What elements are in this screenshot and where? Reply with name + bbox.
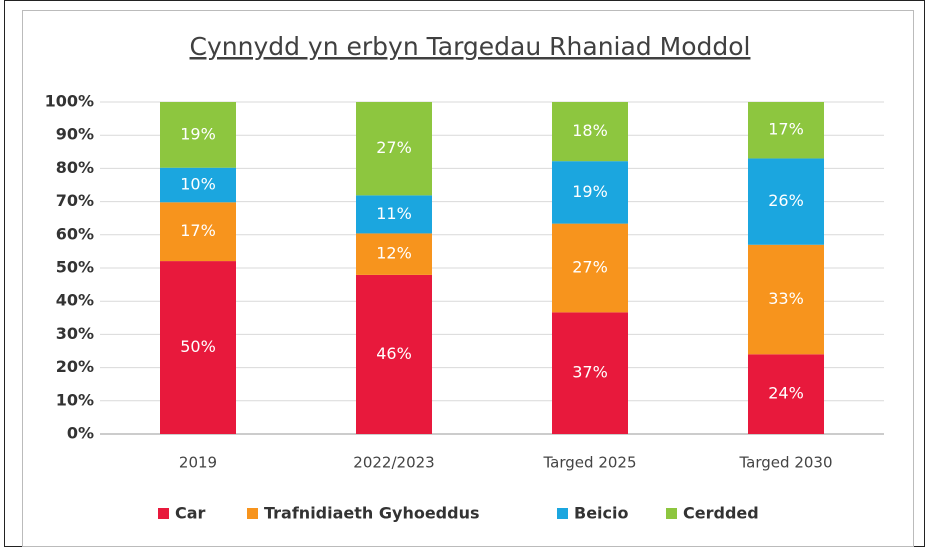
x-tick-label: Targed 2025 xyxy=(543,454,637,472)
data-label: 11% xyxy=(376,204,412,223)
y-tick-label: 10% xyxy=(56,390,94,409)
data-label: 10% xyxy=(180,175,216,194)
y-tick-label: 70% xyxy=(56,191,94,210)
data-label: 37% xyxy=(572,363,608,382)
y-tick-label: 80% xyxy=(56,158,94,177)
bar-segment xyxy=(160,261,236,434)
legend-label: Trafnidiaeth Gyhoeddus xyxy=(264,504,480,523)
legend-label: Cerdded xyxy=(683,504,759,523)
data-label: 18% xyxy=(572,121,608,140)
data-label: 26% xyxy=(768,191,804,210)
data-label: 24% xyxy=(768,384,804,403)
legend-label: Car xyxy=(175,504,206,523)
x-tick-label: 2019 xyxy=(179,454,217,472)
data-label: 12% xyxy=(376,244,412,263)
legend-swatch xyxy=(158,508,169,519)
bar-segment xyxy=(356,233,432,275)
y-tick-label: 60% xyxy=(56,224,94,243)
bar-segment xyxy=(748,102,824,159)
x-tick-label: Targed 2030 xyxy=(739,454,833,472)
bar-segment xyxy=(748,158,824,245)
chart-title: Cynnydd yn erbyn Targedau Rhaniad Moddol xyxy=(190,32,751,61)
data-label: 27% xyxy=(376,138,412,157)
data-label: 50% xyxy=(180,337,216,356)
bar-segment xyxy=(748,244,824,355)
y-tick-label: 50% xyxy=(56,258,94,277)
legend-swatch xyxy=(247,508,258,519)
y-tick-label: 90% xyxy=(56,125,94,144)
y-tick-label: 0% xyxy=(67,424,94,443)
bar-segment xyxy=(160,167,236,203)
x-tick-label: 2022/2023 xyxy=(353,454,434,472)
bar-segment xyxy=(160,102,236,168)
data-label: 19% xyxy=(572,182,608,201)
bar-segment xyxy=(552,223,628,313)
bar-segment xyxy=(552,102,628,162)
data-label: 17% xyxy=(768,120,804,139)
bar-segment xyxy=(552,312,628,434)
bar-segment xyxy=(552,161,628,224)
data-label: 19% xyxy=(180,124,216,143)
legend-label: Beicio xyxy=(574,504,629,523)
bar-segment xyxy=(356,195,432,234)
bar-segment xyxy=(160,202,236,262)
y-tick-label: 40% xyxy=(56,291,94,310)
y-tick-label: 30% xyxy=(56,324,94,343)
data-label: 33% xyxy=(768,289,804,308)
y-tick-label: 100% xyxy=(45,92,94,111)
bar-segment xyxy=(356,102,432,196)
data-label: 27% xyxy=(572,258,608,277)
bar-segment xyxy=(748,354,824,434)
legend-swatch xyxy=(666,508,677,519)
bar-segment xyxy=(356,274,432,434)
y-tick-label: 20% xyxy=(56,357,94,376)
legend-swatch xyxy=(557,508,568,519)
data-label: 17% xyxy=(180,221,216,240)
data-label: 46% xyxy=(376,344,412,363)
